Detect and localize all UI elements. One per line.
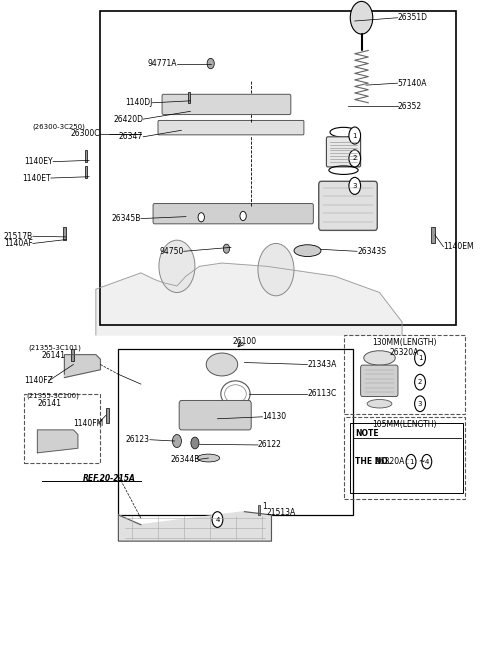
FancyBboxPatch shape — [326, 137, 360, 167]
FancyBboxPatch shape — [432, 227, 435, 244]
Text: 1140ET: 1140ET — [22, 173, 51, 183]
FancyBboxPatch shape — [162, 95, 291, 114]
Circle shape — [159, 240, 195, 292]
Circle shape — [240, 212, 246, 221]
Text: 26320A :: 26320A : — [375, 457, 412, 466]
FancyBboxPatch shape — [360, 365, 398, 397]
Text: 94771A: 94771A — [147, 59, 177, 68]
Text: 26141: 26141 — [37, 399, 61, 408]
Text: 21343A: 21343A — [308, 360, 337, 369]
Text: 26343S: 26343S — [357, 247, 386, 256]
Text: 105MM(LENGTH): 105MM(LENGTH) — [372, 420, 436, 429]
Circle shape — [415, 350, 425, 366]
FancyBboxPatch shape — [158, 120, 304, 135]
Text: 1140EY: 1140EY — [24, 157, 53, 166]
Polygon shape — [96, 263, 402, 335]
Text: 1140EM: 1140EM — [444, 242, 474, 251]
Text: 26344B: 26344B — [170, 455, 199, 464]
FancyBboxPatch shape — [188, 92, 191, 103]
Ellipse shape — [206, 353, 238, 376]
Text: ~: ~ — [418, 457, 424, 466]
Text: 26347: 26347 — [119, 132, 143, 141]
Ellipse shape — [364, 351, 395, 365]
Circle shape — [415, 374, 425, 390]
Text: 1: 1 — [352, 133, 357, 139]
Text: 1140DJ: 1140DJ — [125, 99, 152, 107]
Text: (21355-3C100): (21355-3C100) — [26, 393, 79, 399]
Text: 1140FZ: 1140FZ — [24, 376, 53, 386]
FancyBboxPatch shape — [319, 181, 377, 231]
FancyBboxPatch shape — [71, 350, 74, 361]
Text: 26123: 26123 — [126, 435, 150, 444]
Circle shape — [422, 455, 432, 469]
Text: (26300-3C250): (26300-3C250) — [33, 124, 86, 130]
Circle shape — [415, 396, 425, 411]
Text: 4: 4 — [215, 516, 220, 522]
Ellipse shape — [367, 399, 392, 408]
Circle shape — [191, 437, 199, 449]
Text: 26351D: 26351D — [397, 13, 428, 22]
Text: 26100: 26100 — [232, 337, 256, 346]
Text: 26113C: 26113C — [308, 390, 337, 398]
Text: 3: 3 — [418, 401, 422, 407]
Text: 26320A: 26320A — [390, 348, 419, 357]
Text: 21517B: 21517B — [4, 232, 33, 240]
Text: 1140FM: 1140FM — [73, 419, 104, 428]
Text: 94750: 94750 — [159, 247, 184, 256]
Circle shape — [349, 150, 360, 167]
Text: 1140AF: 1140AF — [4, 239, 33, 248]
Text: 26141: 26141 — [42, 351, 66, 361]
FancyBboxPatch shape — [179, 401, 251, 430]
Text: THE NO.: THE NO. — [355, 457, 390, 466]
Text: 2: 2 — [353, 156, 357, 162]
Circle shape — [207, 58, 214, 69]
FancyBboxPatch shape — [153, 204, 313, 224]
Text: REF.20-215A: REF.20-215A — [83, 474, 135, 484]
Text: 21513A: 21513A — [267, 509, 296, 518]
Circle shape — [258, 244, 294, 296]
Circle shape — [172, 434, 181, 447]
Circle shape — [406, 455, 416, 469]
FancyBboxPatch shape — [84, 150, 87, 162]
Text: 3: 3 — [352, 183, 357, 189]
Text: 4: 4 — [425, 459, 429, 464]
Ellipse shape — [294, 245, 321, 256]
Circle shape — [198, 213, 204, 222]
Text: 14130: 14130 — [263, 413, 287, 421]
Text: 26122: 26122 — [258, 440, 282, 449]
Polygon shape — [64, 355, 100, 378]
FancyBboxPatch shape — [63, 227, 66, 240]
Polygon shape — [37, 430, 78, 453]
Text: 26345B: 26345B — [111, 214, 141, 223]
Text: 130MM(LENGTH): 130MM(LENGTH) — [372, 338, 436, 348]
Circle shape — [212, 512, 223, 528]
FancyBboxPatch shape — [106, 408, 109, 422]
Circle shape — [350, 1, 373, 34]
Text: 26352: 26352 — [397, 102, 421, 110]
Text: 26300C: 26300C — [71, 129, 100, 138]
Text: NOTE: NOTE — [355, 428, 378, 438]
Text: 1: 1 — [418, 355, 422, 361]
FancyBboxPatch shape — [258, 505, 260, 515]
Circle shape — [349, 127, 360, 144]
Polygon shape — [119, 512, 272, 541]
Circle shape — [349, 177, 360, 194]
Text: (21355-3C101): (21355-3C101) — [28, 345, 81, 351]
Text: 26420D: 26420D — [113, 115, 143, 124]
FancyBboxPatch shape — [84, 166, 87, 178]
Text: 1: 1 — [409, 459, 413, 464]
Text: 57140A: 57140A — [397, 79, 427, 87]
Text: 2: 2 — [418, 379, 422, 385]
Ellipse shape — [197, 454, 220, 462]
Circle shape — [223, 244, 229, 253]
Text: 1: 1 — [263, 502, 267, 511]
